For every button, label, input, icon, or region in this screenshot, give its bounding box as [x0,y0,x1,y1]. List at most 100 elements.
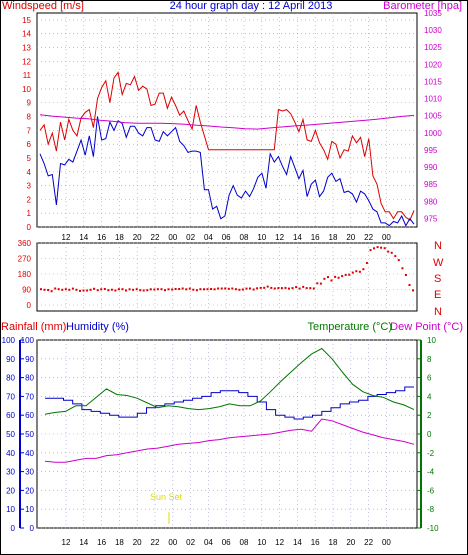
direction-point [125,289,127,292]
wind-panel-frame [36,12,418,228]
temperature-tick-label: 10 [427,336,436,345]
direction-point [231,287,234,290]
direction-point [302,285,305,288]
direction-point [139,289,142,292]
direction-point [390,251,393,254]
direction-point [227,287,230,290]
direction-tick-label: 0 [27,301,32,310]
humidity-tick-label: 60 [25,411,34,420]
barometer-tick-label: 1010 [424,95,442,104]
direction-point [263,286,266,289]
dewpoint-label: Dew Point (°C) [390,321,463,333]
direction-point [71,287,74,290]
humidity-tick-label: 90 [25,355,34,364]
direction-point [401,267,404,270]
rain-tick-label: 10 [6,505,15,514]
direction-point [220,287,223,290]
temperature-tick-label: 0 [427,430,432,439]
direction-tick-label: 180 [18,270,32,279]
temperature-line [44,347,415,415]
climate-x-tick-label: 02 [186,538,195,547]
wind-tick-label: 13 [22,44,31,53]
direction-point [394,255,397,258]
wind-tick-label: 8 [27,113,32,122]
direction-point [110,288,113,291]
wind-x-tick-label: 22 [151,233,160,242]
sunset-label: Sun Set [150,492,183,502]
direction-point [93,287,96,290]
direction-point [316,282,319,285]
direction-point [291,287,294,290]
wind-tick-label: 3 [27,182,32,191]
direction-point [351,271,354,274]
humidity-tick-label: 80 [25,374,34,383]
wind-average-line [39,116,415,227]
wind-tick-label: 15 [22,16,31,25]
wind-tick-label: 10 [22,85,31,94]
direction-point [128,288,131,291]
rain-tick-label: 70 [6,392,15,401]
direction-point [373,247,375,250]
humidity-line [45,386,414,420]
wind-x-tick-label: 16 [311,233,320,242]
temperature-label: Temperature (°C) [308,321,392,333]
direction-point [234,288,237,291]
direction-point [288,287,290,290]
direction-point [224,287,227,290]
barometer-line [39,114,415,130]
barometer-tick-label: 985 [424,180,438,189]
wind-x-tick-label: 16 [97,233,106,242]
direction-point [82,289,85,292]
direction-point [270,286,273,289]
direction-point [397,259,400,262]
rain-tick-label: 40 [6,449,15,458]
barometer-tick-label: 1000 [424,129,442,138]
climate-x-tick-label: 12 [275,538,284,547]
wind-tick-label: 4 [27,168,32,177]
direction-point [284,286,287,289]
temperature-tick-label: -10 [427,524,439,533]
barometer-tick-label: 1030 [424,26,442,35]
wind-tick-label: 5 [27,154,32,163]
direction-point [156,288,159,291]
wind-tick-label: 2 [27,195,32,204]
direction-point [188,287,191,290]
wind-x-tick-label: 00 [168,233,177,242]
direction-point [185,288,188,291]
rain-tick-label: 20 [6,486,15,495]
climate-x-tick-label: 00 [168,538,177,547]
rain-tick-label: 0 [11,524,16,533]
dir-label-n-top: N [434,240,442,252]
wind-tick-label: 11 [23,71,32,80]
dir-label-s: S [434,273,441,285]
wind-x-tick-label: 12 [62,233,71,242]
direction-point [167,288,170,291]
climate-x-tick-label: 20 [346,538,355,547]
barometer-tick-label: 975 [424,214,438,223]
barometer-tick-label: 1015 [424,77,442,86]
direction-point [43,288,46,291]
direction-point [86,289,89,292]
direction-point [266,285,269,288]
direction-point [334,275,337,278]
direction-point [408,284,411,286]
direction-point [358,270,361,273]
direction-point [107,289,110,292]
direction-point [273,287,276,290]
direction-point [50,290,53,293]
direction-point [57,288,60,291]
climate-x-tick-label: 18 [115,538,124,547]
direction-point [135,288,138,291]
direction-point [213,288,216,291]
barometer-tick-label: 1025 [424,43,442,52]
direction-point [149,288,152,291]
direction-point [146,289,149,292]
wind-x-tick-label: 18 [115,233,124,242]
direction-point [344,273,347,276]
wind-tick-label: 9 [27,99,32,108]
direction-point [114,289,117,292]
direction-panel-frame [36,242,418,312]
barometer-tick-label: 990 [424,163,438,172]
wind-x-tick-label: 04 [204,233,213,242]
